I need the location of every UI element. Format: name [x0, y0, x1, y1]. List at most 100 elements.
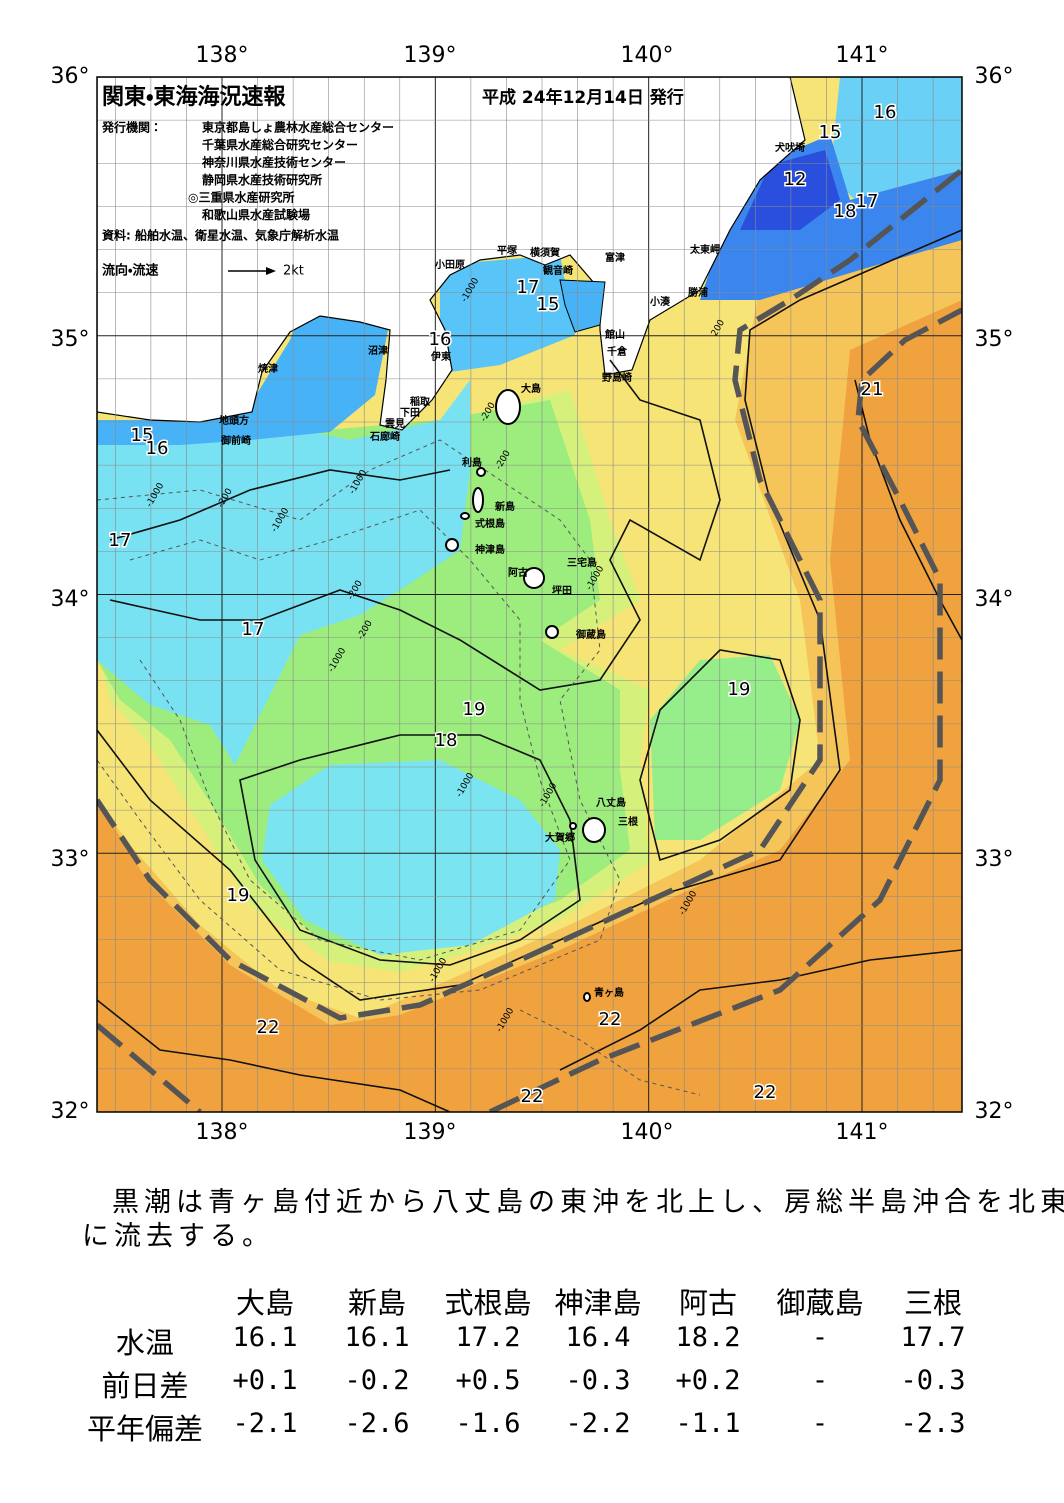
summary-line: 黒潮は青ヶ島付近から八丈島の東沖を北上し、房総半島沖合を北東 [112, 1187, 1064, 1218]
table-value: 17.2 [455, 1322, 521, 1353]
place-label: 稲取 [410, 395, 431, 408]
place-label: 御前崎 [220, 434, 251, 447]
place-label: 横須賀 [530, 246, 560, 259]
map-title: 関東・東海海況速報 [102, 84, 286, 110]
isotherm-label: 22 [257, 1017, 280, 1038]
place-label: 阿古 [508, 566, 528, 579]
table-value: 17.7 [900, 1322, 966, 1353]
place-label: 伊東 [430, 350, 451, 363]
isotherms [97, 229, 962, 1112]
place-label: 焼津 [258, 362, 278, 375]
legend-scale: 2kt [283, 264, 304, 279]
lon-label: 140° [621, 1120, 674, 1140]
isotherm-label: 19 [728, 679, 751, 700]
table-value: - [811, 1408, 829, 1439]
table-value: +0.1 [232, 1365, 298, 1396]
isotherm-label: 15 [131, 425, 154, 446]
isotherm-label: 17 [856, 191, 879, 212]
place-label: 青ヶ島 [594, 986, 624, 999]
place-label: 石廊崎 [369, 430, 400, 443]
table-value: +0.5 [455, 1365, 521, 1396]
column-header: 神津島 [554, 1286, 642, 1320]
isotherm-label: 21 [861, 379, 884, 400]
table-value: -2.6 [344, 1408, 410, 1439]
place-label: 神津島 [474, 543, 505, 556]
table-value: -0.3 [565, 1365, 631, 1396]
place-label: 坪田 [552, 584, 572, 597]
place-label: 地頭方 [219, 414, 249, 427]
tokyo-bay [559, 279, 606, 333]
isotherm-label: 17 [109, 530, 132, 551]
place-label: 小湊 [649, 295, 671, 308]
isobaths [97, 439, 701, 1096]
isotherm-label: 17 [517, 277, 540, 298]
column-header: 式根島 [444, 1286, 532, 1320]
isotherm-label: 22 [754, 1082, 777, 1103]
issuer: 静岡県水産技術研究所 [202, 172, 322, 187]
place-label: 式根島 [475, 517, 505, 530]
issuer: 千葉県水産総合研究センター [202, 137, 358, 152]
place-label: 太東岬 [689, 243, 720, 256]
lon-label: 141° [836, 1120, 889, 1140]
islands [445, 389, 606, 1002]
table-value: 16.1 [232, 1322, 298, 1353]
lat-label: 35° [975, 327, 1014, 352]
place-label: 勝浦 [688, 286, 708, 299]
table-value: - [811, 1322, 829, 1353]
isotherm-label: 19 [227, 885, 250, 906]
issuer: 神奈川県水産技術センター [201, 155, 346, 170]
issue-date: 平成 24年12月14日 発行 [482, 87, 684, 108]
place-label: 三根 [618, 815, 639, 828]
sea-sagami [440, 255, 575, 372]
source-note: 資料: 船舶水温、衛星水温、気象庁解析水温 [102, 228, 339, 243]
place-label: 野島崎 [602, 371, 632, 384]
place-label: 三宅島 [567, 556, 597, 569]
place-label: 観音崎 [543, 264, 573, 277]
issuer: ◎三重県水産研究所 [188, 190, 294, 205]
map-frame [96, 76, 963, 1113]
place-label: 小田原 [434, 258, 465, 271]
issuer: 和歌山県水産試験場 [201, 207, 310, 222]
lat-label: 36° [51, 64, 90, 89]
lat-label: 35° [51, 327, 90, 352]
table-value: -2.2 [565, 1408, 631, 1439]
lon-label: 138° [196, 1120, 249, 1140]
lon-label: 139° [404, 43, 457, 68]
place-label: 沼津 [368, 344, 388, 357]
table-value: -2.3 [900, 1408, 966, 1439]
row-label: 前日差 [101, 1369, 189, 1403]
kuroshio-outer-west [97, 1022, 202, 1112]
place-label: 御蔵島 [575, 628, 606, 641]
place-label: 千倉 [607, 345, 628, 358]
map-body [97, 77, 962, 1112]
lat-label: 33° [975, 847, 1014, 872]
table-value: - [811, 1365, 829, 1396]
sea-cyan-south [262, 760, 560, 955]
lon-label: 138° [196, 43, 249, 68]
table-value: 16.4 [565, 1322, 631, 1353]
lon-label: 139° [404, 1120, 457, 1140]
lat-label: 32° [975, 1099, 1014, 1124]
summary-line: に流去する。 [82, 1221, 274, 1252]
table-value: -0.2 [344, 1365, 410, 1396]
row-label: 水温 [115, 1326, 175, 1360]
legend-arrowhead [266, 267, 276, 275]
lat-label: 34° [51, 587, 90, 612]
isotherm-label: 15 [537, 294, 560, 315]
column-header: 三根 [903, 1286, 963, 1320]
sea-ne-deep [740, 150, 840, 230]
column-header: 御蔵島 [776, 1286, 864, 1320]
table-value: 16.1 [344, 1322, 410, 1353]
table-value: -0.3 [900, 1365, 966, 1396]
table-value: -1.1 [675, 1408, 741, 1439]
isotherm-label: 12 [784, 169, 807, 190]
lat-label: 36° [975, 64, 1014, 89]
place-label: 新島 [494, 500, 515, 513]
lat-label: 32° [51, 1099, 90, 1124]
column-header: 大島 [235, 1286, 295, 1320]
table-value: 18.2 [675, 1322, 741, 1353]
lat-label: 34° [975, 587, 1014, 612]
place-label: 大島 [521, 382, 541, 395]
lon-label: 140° [621, 43, 674, 68]
